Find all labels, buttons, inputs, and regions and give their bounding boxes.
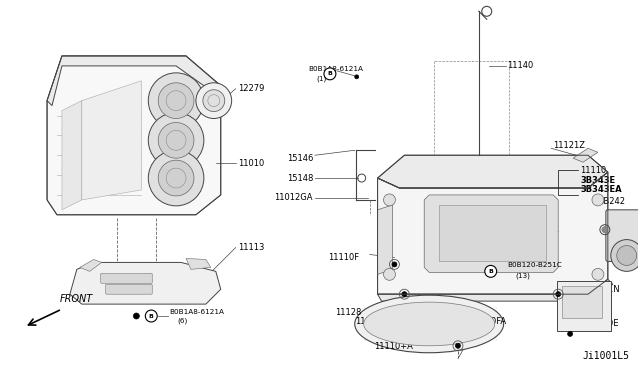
Circle shape	[556, 292, 561, 296]
Circle shape	[592, 194, 604, 206]
Text: B: B	[328, 71, 332, 76]
Circle shape	[133, 313, 140, 319]
Text: 3B343E: 3B343E	[580, 176, 615, 185]
Text: 11128A: 11128A	[355, 317, 387, 327]
Text: 11110+A: 11110+A	[374, 342, 412, 351]
FancyBboxPatch shape	[562, 286, 602, 318]
Polygon shape	[80, 259, 102, 271]
Circle shape	[324, 68, 336, 80]
Polygon shape	[70, 262, 221, 304]
FancyBboxPatch shape	[106, 284, 152, 294]
FancyBboxPatch shape	[557, 281, 611, 331]
Circle shape	[602, 227, 608, 232]
Circle shape	[456, 343, 460, 348]
Polygon shape	[424, 195, 558, 272]
Text: 11010: 11010	[237, 159, 264, 168]
Text: 11110E: 11110E	[587, 320, 618, 328]
Text: B0B120-B251C: B0B120-B251C	[508, 262, 563, 269]
Text: 11110: 11110	[580, 166, 606, 174]
Text: B: B	[488, 269, 493, 274]
Text: (1): (1)	[316, 76, 326, 82]
Polygon shape	[47, 56, 221, 106]
Circle shape	[392, 262, 397, 267]
Circle shape	[145, 310, 157, 322]
Text: 11140: 11140	[508, 61, 534, 70]
Circle shape	[196, 83, 232, 119]
Text: (13): (13)	[516, 272, 531, 279]
Text: B: B	[149, 314, 154, 318]
Text: 11121Z: 11121Z	[553, 141, 585, 150]
Circle shape	[355, 75, 358, 79]
Text: 11113: 11113	[237, 243, 264, 252]
Polygon shape	[82, 81, 141, 200]
Text: B0B1A8-6121A: B0B1A8-6121A	[308, 66, 363, 72]
Text: FRONT: FRONT	[60, 294, 93, 304]
Text: (6): (6)	[177, 318, 188, 324]
Text: 15146: 15146	[287, 154, 313, 163]
Polygon shape	[62, 101, 82, 210]
Circle shape	[158, 83, 194, 119]
Text: 3B343EA: 3B343EA	[580, 186, 621, 195]
Circle shape	[203, 90, 225, 112]
Text: 12279: 12279	[237, 84, 264, 93]
Polygon shape	[439, 205, 547, 262]
Circle shape	[383, 194, 396, 206]
Text: 11012GA: 11012GA	[275, 193, 313, 202]
Circle shape	[568, 331, 573, 336]
Text: B0B1A8-6121A: B0B1A8-6121A	[169, 309, 224, 315]
Polygon shape	[378, 205, 392, 274]
Text: 3B242: 3B242	[598, 198, 625, 206]
Text: 15148: 15148	[287, 174, 313, 183]
Polygon shape	[378, 279, 612, 301]
Circle shape	[383, 268, 396, 280]
Circle shape	[611, 240, 640, 271]
Text: 11128: 11128	[335, 308, 361, 317]
Polygon shape	[573, 148, 598, 162]
FancyBboxPatch shape	[100, 273, 152, 283]
FancyBboxPatch shape	[606, 210, 640, 262]
Text: 11251N: 11251N	[587, 285, 620, 294]
Text: 11110F: 11110F	[328, 253, 359, 262]
Circle shape	[148, 73, 204, 128]
Circle shape	[158, 122, 194, 158]
Circle shape	[148, 150, 204, 206]
Ellipse shape	[355, 295, 504, 353]
Circle shape	[617, 246, 637, 265]
Polygon shape	[186, 259, 211, 269]
Text: 11110FA: 11110FA	[470, 317, 506, 327]
Text: Ji1001L5: Ji1001L5	[582, 351, 630, 361]
Circle shape	[148, 113, 204, 168]
Circle shape	[158, 160, 194, 196]
Circle shape	[402, 292, 407, 296]
Text: 11110F: 11110F	[494, 223, 525, 232]
Polygon shape	[378, 172, 608, 294]
Polygon shape	[47, 56, 221, 215]
Circle shape	[484, 265, 497, 277]
Circle shape	[592, 268, 604, 280]
Polygon shape	[378, 155, 608, 188]
Ellipse shape	[364, 302, 495, 346]
